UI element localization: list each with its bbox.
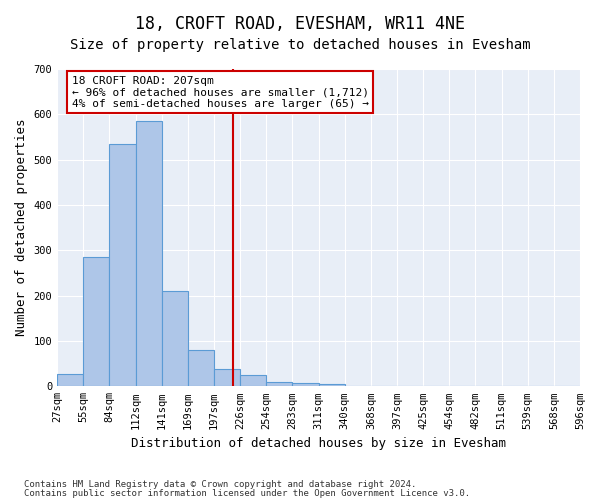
Text: 18, CROFT ROAD, EVESHAM, WR11 4NE: 18, CROFT ROAD, EVESHAM, WR11 4NE: [135, 15, 465, 33]
Text: Size of property relative to detached houses in Evesham: Size of property relative to detached ho…: [70, 38, 530, 52]
Bar: [57, 374, 83, 386]
Bar: [292, 382, 319, 386]
Text: Contains public sector information licensed under the Open Government Licence v3: Contains public sector information licen…: [24, 489, 470, 498]
Bar: [188, 350, 214, 387]
Bar: [319, 384, 345, 386]
Y-axis label: Number of detached properties: Number of detached properties: [15, 119, 28, 336]
Bar: [240, 375, 266, 386]
Bar: [162, 291, 188, 386]
Bar: [109, 144, 136, 386]
X-axis label: Distribution of detached houses by size in Evesham: Distribution of detached houses by size …: [131, 437, 506, 450]
Bar: [266, 382, 292, 386]
Text: 18 CROFT ROAD: 207sqm
← 96% of detached houses are smaller (1,712)
4% of semi-de: 18 CROFT ROAD: 207sqm ← 96% of detached …: [71, 76, 368, 109]
Text: Contains HM Land Registry data © Crown copyright and database right 2024.: Contains HM Land Registry data © Crown c…: [24, 480, 416, 489]
Bar: [214, 369, 240, 386]
Bar: [136, 121, 162, 386]
Bar: [83, 257, 109, 386]
